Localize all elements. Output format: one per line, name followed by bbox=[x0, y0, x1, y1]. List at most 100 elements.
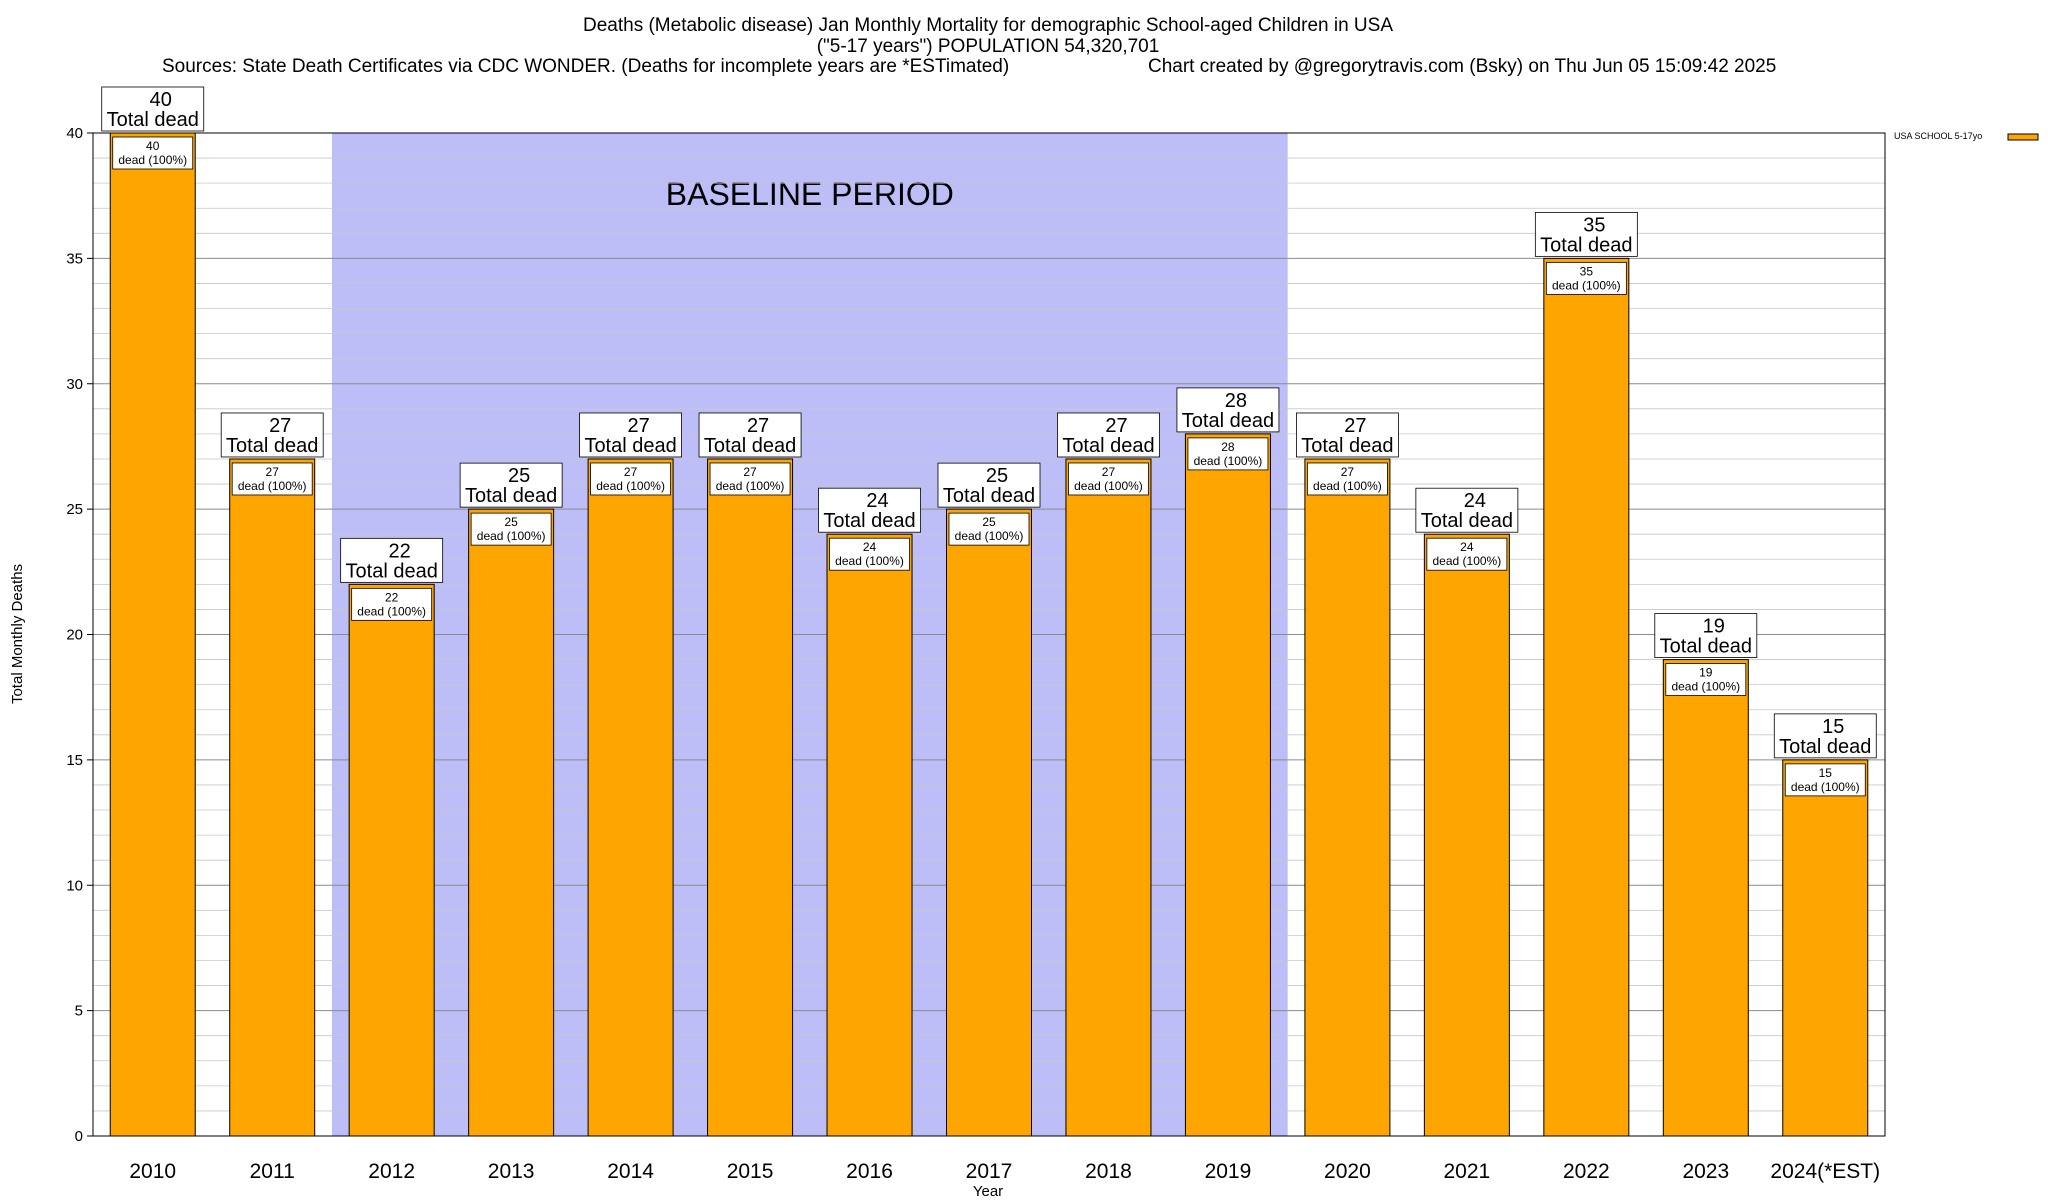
x-tick-label: 2013 bbox=[488, 1160, 535, 1183]
y-tick-label: 35 bbox=[66, 250, 83, 267]
x-tick-label: 2015 bbox=[727, 1160, 774, 1183]
bar-inner-percent: dead (100%) bbox=[118, 153, 187, 167]
bar-total-caption: Total dead bbox=[226, 435, 318, 457]
bar-total-value: 40 bbox=[150, 89, 172, 111]
bar-total-label-box bbox=[1057, 412, 1160, 458]
bar-total-label-box bbox=[937, 462, 1041, 508]
bar-inner-value: 35 bbox=[1580, 264, 1594, 278]
bar-total-caption: Total dead bbox=[1540, 234, 1632, 256]
bar-inner-value: 25 bbox=[982, 515, 996, 529]
bar-total-caption: Total dead bbox=[1182, 410, 1274, 432]
bar-total-value: 35 bbox=[1583, 214, 1605, 236]
x-tick-label: 2022 bbox=[1563, 1160, 1610, 1183]
x-tick-label: 2014 bbox=[607, 1160, 654, 1183]
bar-total-value: 27 bbox=[1105, 415, 1127, 437]
bar-inner-value: 24 bbox=[863, 540, 877, 554]
legend-swatch bbox=[2007, 133, 2039, 141]
bar-total-caption: Total dead bbox=[704, 435, 796, 457]
x-tick-label: 2017 bbox=[966, 1160, 1013, 1183]
bar-total-label-box bbox=[459, 462, 563, 508]
bar-total-caption: Total dead bbox=[823, 510, 915, 532]
bar-total-value: 15 bbox=[1822, 716, 1844, 738]
bar-inner-label-box bbox=[1187, 437, 1269, 471]
bar bbox=[1782, 759, 1869, 1137]
bar-inner-value: 27 bbox=[1341, 465, 1355, 479]
y-tick-label: 25 bbox=[66, 501, 83, 518]
x-axis-label: Year bbox=[973, 1183, 1003, 1200]
bar-inner-label-box bbox=[470, 512, 552, 546]
bar-total-value: 27 bbox=[269, 415, 291, 437]
bar-inner-value: 28 bbox=[1221, 440, 1235, 454]
bar bbox=[1662, 659, 1749, 1137]
bar-total-caption: Total dead bbox=[346, 560, 438, 582]
bar bbox=[109, 132, 196, 1137]
legend: USA SCHOOL 5-17yo bbox=[1894, 131, 2039, 141]
bar-inner-label-box bbox=[231, 462, 313, 496]
bar bbox=[1304, 458, 1391, 1137]
y-tick-label: 30 bbox=[66, 376, 83, 393]
bar-total-value: 22 bbox=[389, 540, 411, 562]
bar-inner-percent: dead (100%) bbox=[835, 554, 904, 568]
chart-title-line-2: ("5-17 years") POPULATION 54,320,701 bbox=[817, 36, 1160, 57]
bar-total-caption: Total dead bbox=[1660, 636, 1752, 658]
bar-inner-label-box bbox=[709, 462, 791, 496]
bar bbox=[1423, 533, 1510, 1137]
bar-total-value: 24 bbox=[866, 490, 888, 512]
bar-inner-value: 19 bbox=[1699, 666, 1713, 680]
bar-total-label-box bbox=[101, 86, 205, 132]
bar-inner-percent: dead (100%) bbox=[1671, 680, 1740, 694]
bar-inner-value: 15 bbox=[1819, 766, 1833, 780]
bar-total-caption: Total dead bbox=[1301, 435, 1393, 457]
x-tick-label: 2018 bbox=[1085, 1160, 1132, 1183]
bar-total-label-box bbox=[220, 412, 324, 458]
bar-inner-value: 27 bbox=[266, 465, 280, 479]
bar-inner-value: 27 bbox=[1102, 465, 1116, 479]
bar-total-value: 19 bbox=[1703, 616, 1725, 638]
y-tick-label: 40 bbox=[66, 125, 83, 142]
bar-total-value: 25 bbox=[986, 465, 1008, 487]
bar bbox=[229, 458, 316, 1137]
y-tick-label: 0 bbox=[75, 1128, 83, 1145]
bar-inner-value: 25 bbox=[504, 515, 518, 529]
chart-credit: Chart created by @gregorytravis.com (Bsk… bbox=[1148, 56, 1776, 77]
bar-inner-value: 40 bbox=[146, 139, 160, 153]
bar-total-value: 24 bbox=[1464, 490, 1486, 512]
bars bbox=[109, 132, 1869, 1137]
bar-inner-percent: dead (100%) bbox=[1552, 278, 1621, 292]
bar-total-value: 27 bbox=[1344, 415, 1366, 437]
bar-total-caption: Total dead bbox=[1421, 510, 1513, 532]
x-axis-ticks: 2010 2011 2012 2013 2014 2015 2016 2017 2018 2019… bbox=[129, 1160, 1880, 1183]
bar-inner-value: 27 bbox=[743, 465, 757, 479]
x-tick-label: 2020 bbox=[1324, 1160, 1371, 1183]
chart-title-line-1: Deaths (Metabolic disease) Jan Monthly M… bbox=[583, 15, 1393, 36]
x-tick-label: 2011 bbox=[250, 1160, 295, 1183]
bar-total-value: 27 bbox=[747, 415, 769, 437]
bar-inner-percent: dead (100%) bbox=[596, 479, 665, 493]
bar-inner-value: 27 bbox=[624, 465, 638, 479]
y-tick-label: 15 bbox=[66, 752, 83, 769]
bar-total-value: 27 bbox=[627, 415, 649, 437]
bar-inner-value: 22 bbox=[385, 590, 399, 604]
bar-inner-label-box bbox=[829, 537, 910, 571]
x-tick-label: 2023 bbox=[1682, 1160, 1729, 1183]
x-tick-label: 2010 bbox=[129, 1160, 176, 1183]
bar-total-label-box bbox=[1534, 211, 1638, 257]
bar-inner-value: 24 bbox=[1460, 540, 1474, 554]
bar-inner-label-box bbox=[1665, 663, 1747, 696]
bar-inner-label-box bbox=[1068, 462, 1149, 496]
bar-total-caption: Total dead bbox=[1062, 435, 1154, 457]
bar-total-value: 28 bbox=[1225, 390, 1247, 412]
bar-inner-percent: dead (100%) bbox=[716, 479, 785, 493]
bar-inner-percent: dead (100%) bbox=[1074, 479, 1143, 493]
bar-inner-label-box bbox=[1545, 261, 1627, 295]
bar-total-label-box bbox=[698, 412, 802, 458]
bar-total-caption: Total dead bbox=[943, 485, 1035, 507]
baseline-label: BASELINE PERIOD bbox=[666, 176, 954, 212]
bar-total-label-box bbox=[1773, 713, 1877, 759]
bar-total-label-box bbox=[340, 537, 444, 583]
bar bbox=[826, 533, 913, 1137]
bar bbox=[468, 508, 555, 1137]
bar bbox=[1543, 257, 1630, 1137]
x-tick-label: 2019 bbox=[1205, 1160, 1252, 1183]
